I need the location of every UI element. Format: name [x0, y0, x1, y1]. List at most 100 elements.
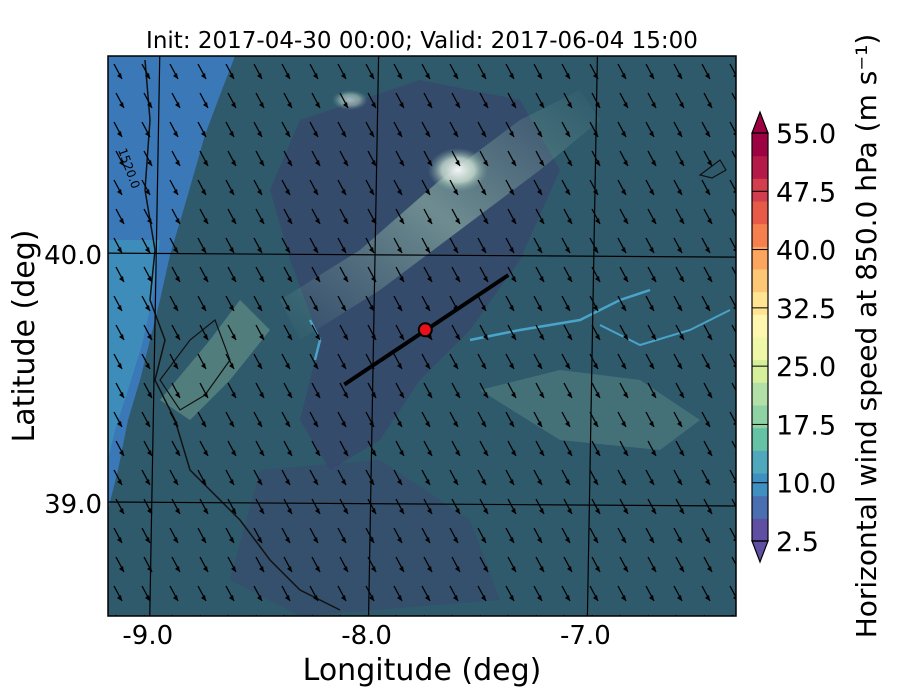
- wind-arrow: [505, 121, 515, 138]
- wind-arrow: [281, 353, 291, 370]
- x-axis: -9.0 -8.0 -7.0 Longitude (deg): [122, 621, 610, 688]
- wind-arrow: [171, 498, 181, 515]
- wind-arrow: [113, 411, 123, 428]
- x-axis-label: Longitude (deg): [303, 653, 542, 688]
- wind-arrow: [365, 63, 375, 80]
- wind-arrow: [115, 208, 125, 225]
- colorbar-segment: [752, 246, 768, 270]
- wind-arrow: [561, 585, 571, 602]
- wind-arrow: [255, 614, 258, 616]
- contour-line: [144, 59, 341, 611]
- wind-arrow: [701, 527, 711, 544]
- wind-arrow: [169, 295, 179, 312]
- wind-arrow: [337, 585, 347, 602]
- wind-arrow: [673, 411, 683, 428]
- wind-arrow: [675, 92, 685, 109]
- wind-arrow: [535, 324, 545, 341]
- wind-arrow: [143, 324, 153, 341]
- colorbar-segment: [752, 133, 768, 157]
- wind-arrow: [395, 92, 405, 109]
- wind-arrow: [505, 237, 515, 254]
- wind-arrow: [563, 498, 573, 515]
- wind-max-spot: [428, 148, 488, 192]
- wind-arrow: [703, 440, 713, 457]
- wind-arrow: [169, 411, 179, 428]
- wind-arrow: [141, 237, 151, 254]
- wind-arrow: [505, 295, 515, 312]
- parallel-line: [108, 252, 736, 258]
- wind-arrow: [311, 498, 321, 515]
- wind-arrow: [281, 469, 291, 486]
- wind-arrow: [535, 266, 545, 283]
- wind-arrow: [591, 440, 601, 457]
- wind-arrow: [395, 150, 405, 167]
- wind-arrow: [675, 440, 685, 457]
- wind-arrow: [393, 179, 403, 196]
- wind-arrow: [619, 208, 629, 225]
- wind-arrow: [227, 498, 237, 515]
- wind-arrow: [451, 92, 461, 109]
- wind-arrow: [199, 498, 209, 515]
- wind-arrow: [281, 527, 291, 544]
- wind-arrow: [423, 92, 433, 109]
- wind-arrow: [255, 498, 265, 515]
- colorbar-segment: [752, 382, 768, 406]
- wind-arrow: [673, 353, 683, 370]
- wind-arrow: [479, 266, 489, 283]
- meridian-line: [367, 56, 380, 616]
- wind-arrow: [731, 614, 734, 616]
- wind-arrow: [645, 237, 655, 254]
- wind-arrow: [197, 295, 207, 312]
- wind-arrow: [365, 179, 375, 196]
- colorbar-segment: [752, 405, 768, 429]
- wind-arrow: [561, 237, 571, 254]
- wind-arrow: [619, 556, 629, 573]
- wind-arrow: [507, 382, 517, 399]
- wind-arrow: [477, 411, 487, 428]
- wind-arrow: [533, 63, 543, 80]
- wind-arrow: [561, 179, 571, 196]
- wind-arrow: [255, 382, 265, 399]
- wind-arrow: [451, 556, 461, 573]
- wind-arrow: [535, 498, 545, 515]
- wind-arrow: [171, 266, 181, 283]
- wind-arrow: [169, 469, 179, 486]
- wind-arrow: [253, 411, 263, 428]
- x-tick-label: -7.0: [560, 621, 611, 651]
- wind-arrow: [673, 63, 683, 80]
- wind-arrow: [365, 237, 375, 254]
- wind-arrow: [281, 121, 291, 138]
- colorbar-segment: [752, 359, 768, 383]
- wind-arrow: [619, 614, 622, 616]
- wind-arrow: [365, 585, 375, 602]
- wind-arrow: [141, 585, 151, 602]
- wind-arrow: [507, 324, 517, 341]
- wind-arrow: [589, 295, 599, 312]
- wind-arrow: [141, 469, 151, 486]
- wind-arrow: [281, 585, 291, 602]
- wind-arrow: [591, 556, 601, 573]
- wind-arrow: [675, 266, 685, 283]
- wind-arrow: [339, 150, 349, 167]
- y-tick-label: 39.0: [44, 490, 102, 520]
- wind-arrow: [199, 614, 202, 616]
- wind-arrow: [563, 92, 573, 109]
- colorbar-tick-label: 17.5: [776, 410, 836, 441]
- wind-arrow: [619, 382, 629, 399]
- wind-arrow: [675, 208, 685, 225]
- wind-arrow: [393, 527, 403, 544]
- wind-arrow: [703, 382, 713, 399]
- wind-arrow: [703, 266, 713, 283]
- colorbar-label: Horizontal wind speed at 850.0 hPa (m s⁻…: [850, 34, 883, 639]
- wind-arrow: [449, 469, 459, 486]
- wind-arrow: [563, 208, 573, 225]
- wind-arrow: [339, 92, 349, 109]
- wind-arrow: [197, 179, 207, 196]
- wind-arrow: [507, 498, 517, 515]
- wind-arrow: [645, 469, 655, 486]
- wind-arrow: [647, 382, 657, 399]
- wind-arrow: [171, 556, 181, 573]
- colorbar-segment: [752, 155, 768, 179]
- wind-arrow: [309, 411, 319, 428]
